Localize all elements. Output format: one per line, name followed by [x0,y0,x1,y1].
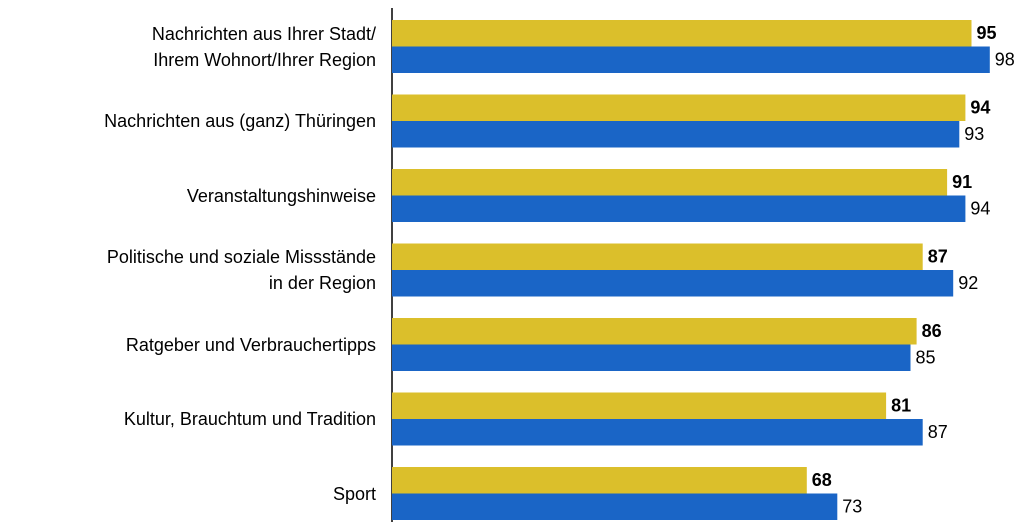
category-label: Politische und soziale Missstände in der… [106,247,376,293]
bar [392,344,911,371]
value-label: 94 [970,199,990,219]
value-label: 92 [958,273,978,293]
value-label: 68 [812,470,832,490]
bar [392,392,887,419]
category-label: Veranstaltungshinweise [186,185,376,206]
category-label: Nachrichten aus (ganz) Thüringen [104,111,376,131]
bar [392,195,966,222]
value-label: 86 [922,321,942,341]
bar [392,94,966,121]
bar [392,46,990,73]
bar [392,121,960,148]
bar [392,169,948,196]
value-label: 95 [977,23,997,43]
value-label: 85 [916,348,936,368]
category-label: Ratgeber und Verbrauchertipps [125,334,376,355]
value-label: 98 [995,50,1015,70]
value-label: 73 [842,497,862,517]
value-label: 93 [964,124,984,144]
bar [392,493,838,520]
bar [392,419,923,446]
value-label: 81 [891,396,911,416]
bar [392,20,972,47]
value-label: 87 [928,247,948,267]
value-label: 87 [928,422,948,442]
bar [392,318,917,345]
bar [392,270,954,297]
value-label: 91 [952,172,972,192]
category-label: Sport [332,483,376,504]
category-label: Kultur, Brauchtum und Tradition [123,409,376,429]
category-label: Nachrichten aus Ihrer Stadt/ Ihrem Wohno… [151,23,376,70]
value-label: 94 [970,98,990,118]
bar [392,467,807,494]
bar [392,243,923,270]
